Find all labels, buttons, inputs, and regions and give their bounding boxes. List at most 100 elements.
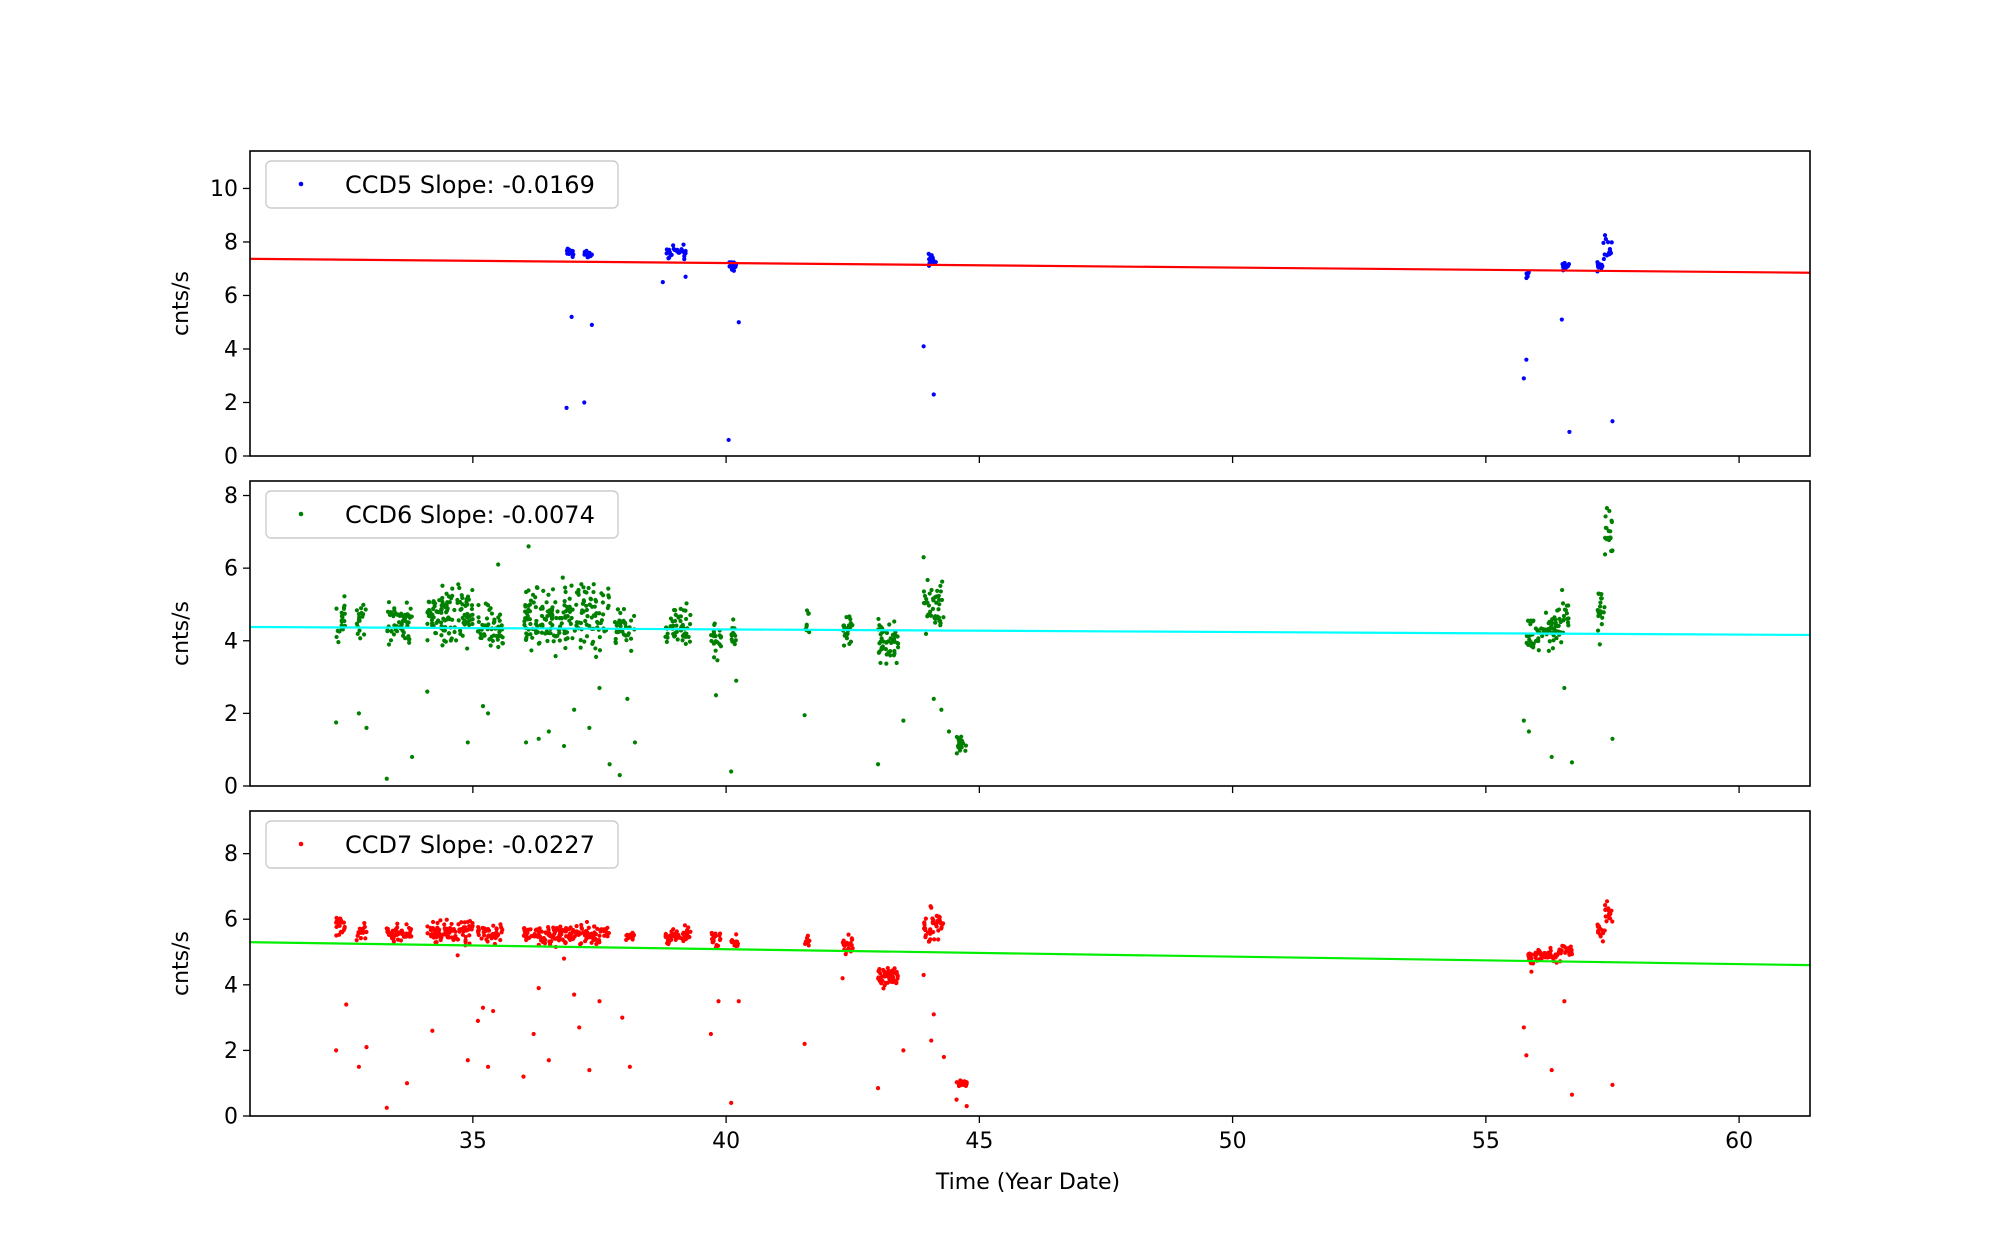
y-axis-title: cnts/s: [169, 601, 194, 666]
data-point: [528, 632, 533, 637]
data-point: [663, 634, 668, 639]
data-point: [802, 713, 807, 718]
data-point: [500, 927, 505, 932]
x-tick-label: 35: [459, 1129, 487, 1154]
data-point: [805, 933, 810, 938]
data-point: [546, 1058, 551, 1063]
data-point: [587, 623, 592, 629]
data-point: [1551, 626, 1557, 631]
data-point: [625, 696, 630, 701]
data-point: [534, 618, 539, 624]
data-point: [1563, 950, 1568, 955]
data-point: [939, 707, 944, 712]
data-point: [530, 635, 535, 640]
data-point: [551, 633, 557, 638]
data-point: [401, 630, 406, 635]
data-point: [523, 602, 528, 608]
data-point: [1602, 605, 1607, 610]
data-point: [425, 621, 430, 626]
data-point: [563, 589, 568, 595]
data-point: [601, 593, 606, 598]
data-point: [404, 934, 409, 939]
data-point: [574, 602, 579, 607]
data-point: [444, 591, 449, 596]
data-point: [1539, 626, 1544, 631]
data-point: [393, 926, 399, 931]
data-point: [895, 973, 900, 979]
data-point: [476, 619, 481, 625]
data-point: [599, 618, 604, 623]
data-point: [563, 615, 568, 620]
data-point: [598, 927, 603, 933]
data-point: [666, 940, 671, 945]
data-point: [1539, 954, 1544, 959]
data-point: [355, 933, 360, 938]
data-point: [571, 252, 576, 257]
data-point: [545, 613, 550, 619]
data-point: [355, 631, 360, 636]
data-point: [1526, 729, 1531, 734]
data-point: [673, 612, 678, 617]
data-point: [930, 255, 935, 260]
data-point: [563, 645, 568, 651]
data-point: [1524, 640, 1529, 646]
data-point: [499, 623, 504, 628]
data-point: [1559, 317, 1564, 322]
data-point: [879, 625, 884, 630]
data-point: [601, 612, 606, 617]
data-point: [1604, 506, 1610, 511]
data-point: [1530, 645, 1536, 650]
data-point: [483, 601, 488, 606]
data-point: [590, 639, 596, 644]
data-point: [925, 577, 930, 583]
data-point: [448, 638, 453, 643]
data-point: [548, 934, 553, 939]
data-point: [490, 638, 495, 644]
data-point: [456, 618, 461, 623]
data-point: [536, 927, 541, 932]
data-point: [718, 936, 723, 942]
data-point: [340, 615, 345, 620]
data-point: [563, 637, 568, 642]
data-point: [895, 645, 901, 650]
legend-box: [265, 820, 619, 869]
data-point: [361, 632, 367, 637]
data-point: [354, 608, 359, 613]
data-point: [567, 609, 573, 615]
data-point: [618, 624, 623, 629]
data-point: [660, 279, 665, 285]
data-point: [632, 740, 638, 745]
data-point: [455, 953, 460, 958]
data-point: [446, 631, 452, 636]
data-point: [1608, 529, 1613, 534]
data-point: [546, 927, 551, 932]
data-point: [623, 621, 628, 626]
data-point: [536, 641, 541, 646]
data-point: [489, 611, 495, 616]
data-point: [391, 936, 396, 941]
data-point: [878, 632, 883, 637]
data-point: [342, 611, 347, 616]
data-point: [875, 762, 881, 767]
data-point: [496, 562, 501, 567]
data-point: [560, 937, 565, 942]
data-point: [879, 647, 884, 652]
data-point: [550, 605, 555, 610]
data-point: [606, 595, 612, 600]
data-point: [675, 637, 680, 642]
data-point: [1602, 552, 1608, 557]
data-point: [921, 344, 926, 349]
data-point: [682, 923, 688, 928]
data-point: [577, 1025, 582, 1030]
data-point: [354, 621, 360, 626]
data-point: [386, 642, 392, 647]
data-point: [551, 925, 556, 930]
data-point: [439, 633, 444, 638]
data-point: [1561, 613, 1567, 619]
data-point: [1533, 952, 1539, 957]
data-point: [936, 593, 941, 598]
data-point: [618, 610, 623, 616]
data-point: [1564, 264, 1569, 269]
data-point: [841, 623, 846, 628]
data-point: [883, 647, 888, 652]
